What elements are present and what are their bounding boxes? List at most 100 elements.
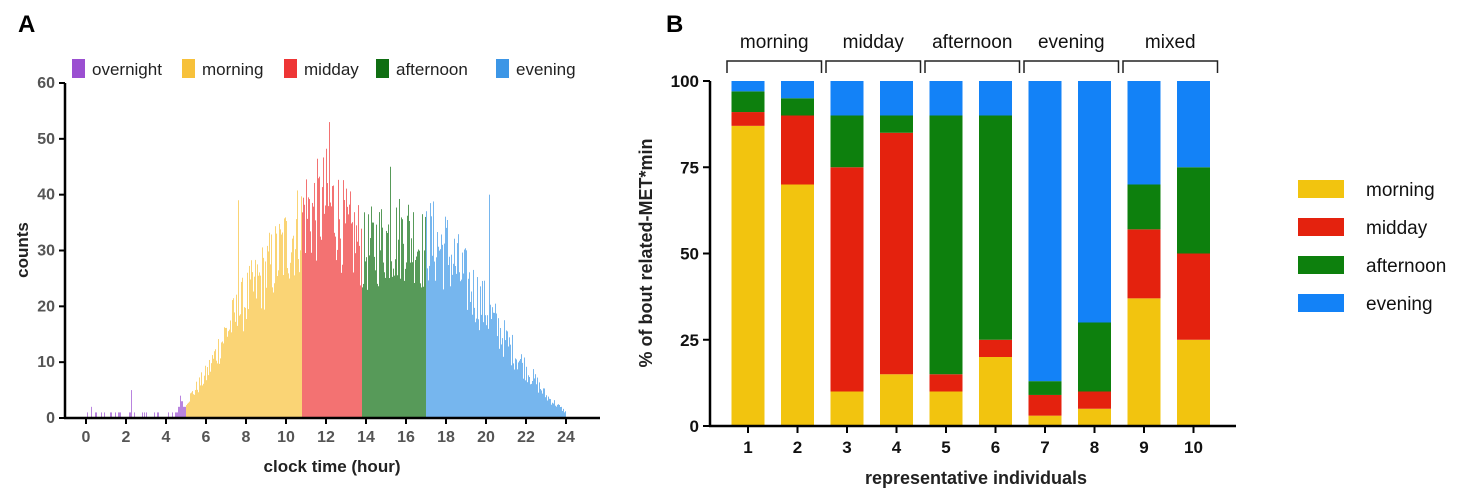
histogram-bar — [556, 406, 557, 418]
histogram-bar — [559, 404, 560, 418]
histogram-bar — [389, 278, 390, 418]
histogram-bar — [323, 157, 324, 418]
histogram-bar — [508, 346, 509, 418]
panel-a-y-tick-label: 0 — [46, 410, 55, 427]
histogram-bar — [350, 191, 351, 418]
histogram-bar — [188, 402, 189, 418]
histogram-bar — [265, 261, 266, 418]
panel-b-letter: B — [666, 11, 683, 38]
histogram-bar — [443, 289, 444, 418]
histogram-bar — [295, 249, 296, 418]
histogram-bar — [131, 390, 132, 418]
histogram-bar — [375, 270, 376, 418]
histogram-bar — [345, 223, 346, 418]
histogram-bar — [520, 359, 521, 418]
bar-segment-midday-8 — [1078, 391, 1111, 409]
histogram-bar — [436, 257, 437, 418]
histogram-bar — [371, 206, 372, 418]
histogram-bar — [261, 308, 262, 418]
histogram-bar — [255, 259, 256, 418]
histogram-bar — [282, 232, 283, 418]
histogram-bar — [277, 276, 278, 418]
histogram-bar — [215, 349, 216, 418]
histogram-bar — [294, 275, 295, 418]
histogram-bar — [223, 343, 224, 418]
histogram-bar — [353, 272, 354, 418]
histogram-bar — [495, 303, 496, 418]
histogram-bar — [366, 257, 367, 418]
bar-segment-midday-6 — [979, 339, 1012, 357]
panel-a-y-tick-label: 20 — [37, 298, 55, 315]
histogram-bar — [312, 202, 313, 418]
histogram-bar — [179, 406, 180, 418]
histogram-bar — [547, 400, 548, 418]
histogram-bar — [415, 260, 416, 418]
histogram-bar — [392, 276, 393, 418]
bar-segment-midday-7 — [1028, 394, 1062, 416]
panel-b-plot: 0 25 50 75 100 1 2 3 4 5 6 7 8 9 10 — [671, 72, 1236, 457]
histogram-bar — [186, 405, 187, 418]
histogram-series-evening — [426, 194, 566, 418]
histogram-bar — [518, 362, 519, 418]
histogram-bar — [343, 180, 344, 418]
histogram-bar — [288, 273, 289, 418]
histogram-bar — [550, 399, 551, 418]
histogram-bar — [542, 393, 543, 418]
histogram-bar — [301, 196, 302, 418]
histogram-bar — [207, 367, 208, 418]
histogram-bar — [293, 235, 294, 418]
histogram-bar — [498, 318, 499, 418]
histogram-bar — [154, 412, 155, 418]
histogram-bar — [507, 331, 508, 418]
histogram-bar — [543, 388, 544, 418]
histogram-bar — [249, 265, 250, 418]
histogram-bar — [413, 212, 414, 418]
histogram-bar — [519, 360, 520, 418]
histogram-bar — [357, 241, 358, 418]
histogram-bar — [110, 412, 111, 418]
group-label-evening: evening — [1038, 32, 1105, 53]
histogram-bar — [384, 272, 385, 418]
group-bracket-mixed — [1122, 60, 1219, 73]
histogram-bar — [499, 348, 500, 418]
histogram-bar — [311, 252, 312, 418]
histogram-bar — [552, 402, 553, 418]
histogram-bar — [296, 219, 297, 418]
histogram-bar — [216, 360, 217, 418]
histogram-bar — [374, 256, 375, 418]
bar-segment-morning-3 — [830, 391, 864, 426]
panel-a-x-axis-title: clock time (hour) — [264, 457, 401, 476]
histogram-bar — [270, 264, 271, 418]
histogram-bar — [553, 403, 554, 418]
bar-segment-midday-2 — [781, 115, 814, 185]
histogram-bar — [496, 313, 497, 418]
histogram-bar — [468, 278, 469, 418]
histogram-bar — [476, 318, 477, 418]
histogram-bar — [308, 197, 309, 418]
histogram-bar — [506, 330, 507, 418]
histogram-bar — [195, 389, 196, 418]
histogram-bar — [201, 372, 202, 418]
histogram-bar — [271, 234, 272, 418]
histogram-bar — [263, 257, 264, 418]
histogram-bar — [515, 358, 516, 418]
bar-segment-midday-1 — [731, 112, 765, 126]
histogram-bar — [485, 315, 486, 418]
histogram-bar — [322, 187, 323, 418]
histogram-bar — [104, 412, 105, 418]
histogram-bar — [530, 384, 531, 418]
histogram-bar — [303, 197, 304, 418]
histogram-bar — [253, 291, 254, 418]
histogram-bar — [334, 232, 335, 418]
histogram-bar — [555, 405, 556, 418]
panel-b-legend-label-afternoon: afternoon — [1366, 256, 1446, 277]
bar-segment-afternoon-7 — [1028, 381, 1062, 395]
histogram-bar — [297, 190, 298, 418]
histogram-bar — [222, 341, 223, 418]
histogram-bar — [266, 287, 267, 418]
histogram-bar — [276, 233, 277, 418]
bar-segment-morning-6 — [979, 357, 1012, 426]
histogram-bar — [302, 212, 303, 418]
histogram-bar — [489, 194, 490, 418]
